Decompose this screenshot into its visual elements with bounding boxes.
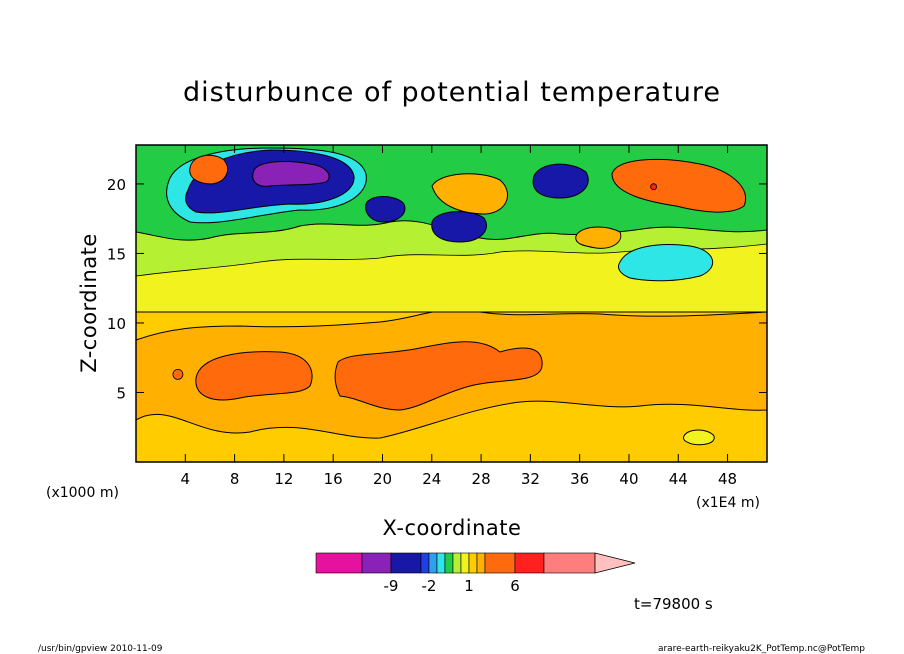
plot-frame: [135, 144, 768, 463]
colorbar-tick-label: 1: [464, 577, 474, 595]
blob-blue-small-c: [532, 163, 589, 199]
x-tick-label: 44: [669, 470, 688, 488]
x-tick-label: 28: [472, 470, 491, 488]
blob-yellow-bottom-right: [683, 429, 715, 446]
colorbar-swatch: [452, 552, 462, 574]
x-tick-label: 12: [274, 470, 293, 488]
colorbar-swatch: [315, 552, 363, 574]
y-axis-ticks: 5 10 15 20: [107, 176, 767, 402]
colorbar-swatch: [514, 552, 545, 574]
blob-dark-orange-center: [334, 341, 543, 411]
time-label: t=79800 s: [634, 595, 713, 613]
x-tick-label: 48: [718, 470, 737, 488]
x-tick-label: 40: [619, 470, 638, 488]
blob-cyan-right: [617, 244, 714, 282]
colorbar-swatch: [460, 552, 470, 574]
colorbar-swatch: [436, 552, 446, 574]
blob-purple-core: [252, 161, 330, 187]
colorbar-extension: [594, 552, 636, 574]
colorbar-swatch: [484, 552, 516, 574]
x-unit-label: (x1E4 m): [696, 495, 760, 511]
core-red-spot: [650, 183, 658, 191]
x-tick-label: 4: [181, 470, 191, 488]
footer-left: /usr/bin/gpview 2010-11-09: [38, 644, 163, 654]
y-tick-label: 5: [116, 384, 126, 402]
blob-warm-upper-left: [189, 154, 228, 185]
blob-blue-small-b: [431, 211, 487, 243]
blob-orange-right-upper: [611, 158, 747, 213]
y-tick-label: 15: [107, 245, 126, 263]
x-tick-label: 24: [422, 470, 441, 488]
x-tick-label: 32: [521, 470, 540, 488]
y-tick-label: 20: [107, 176, 126, 194]
blob-dark-orange-left: [195, 351, 313, 401]
blob-orange-center-upper: [431, 173, 509, 215]
blob-blue-small-a: [365, 196, 406, 223]
colorbar-swatch: [476, 552, 486, 574]
blob-orange-right-small: [575, 226, 622, 249]
colorbar-swatch: [468, 552, 478, 574]
x-tick-label: 20: [373, 470, 392, 488]
colorbar-swatch: [361, 552, 392, 574]
x-axis-label: X-coordinate: [383, 516, 522, 540]
y-tick-label: 10: [107, 315, 126, 333]
colorbar-tick-label: 6: [510, 577, 520, 595]
x-axis-ticks: 4 8 12 16 20 24 28 32 36 40 44 48: [181, 145, 737, 488]
colorbar-swatch: [543, 552, 596, 574]
colorbar-swatch: [428, 552, 438, 574]
y-axis-label: Z-coordinate: [77, 233, 101, 373]
x-tick-label: 16: [324, 470, 343, 488]
colorbar-labels: -9 -2 1 6: [384, 577, 520, 595]
colorbar-swatch: [390, 552, 422, 574]
colorbar-swatch: [444, 552, 454, 574]
footer-right: arare-earth-reikyaku2K_PotTemp.nc@PotTem…: [658, 644, 865, 654]
chart-title: disturbunce of potential temperature: [183, 77, 721, 108]
x-tick-label: 36: [570, 470, 589, 488]
colorbar-tick-label: -9: [384, 577, 399, 595]
y-unit-label: (x1000 m): [46, 485, 119, 501]
contour-field: [136, 145, 767, 462]
colorbar: [315, 552, 636, 574]
colorbar-swatch: [420, 552, 430, 574]
small-orange-spot: [172, 369, 184, 380]
x-tick-label: 8: [230, 470, 240, 488]
colorbar-tick-label: -2: [422, 577, 437, 595]
